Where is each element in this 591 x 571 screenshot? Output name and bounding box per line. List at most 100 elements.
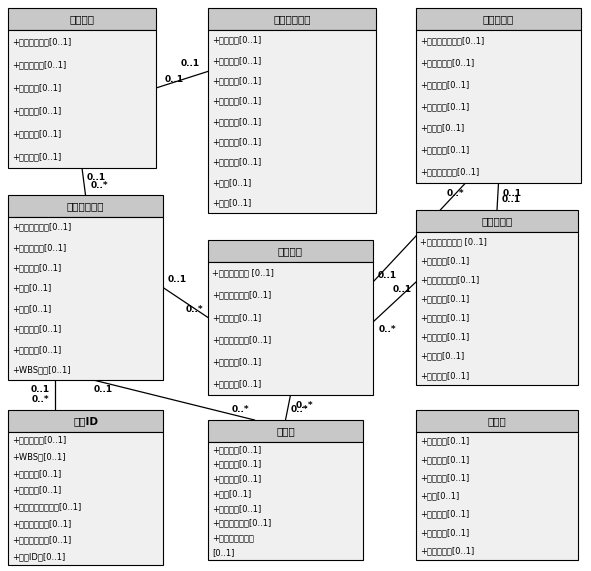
Bar: [208, 8, 376, 30]
Text: +数量[0..1]: +数量[0..1]: [12, 284, 51, 293]
Text: +采购订单行项目: +采购订单行项目: [212, 533, 254, 542]
Text: +移动类型[0..1]: +移动类型[0..1]: [212, 504, 261, 513]
Text: [0..1]: [0..1]: [212, 548, 235, 557]
Bar: [416, 210, 578, 232]
Text: 0..1: 0..1: [164, 75, 184, 85]
Text: +付款条件[0..1]: +付款条件[0..1]: [12, 152, 61, 161]
Text: +物料编码[0..1]: +物料编码[0..1]: [420, 80, 469, 89]
Text: 0..1: 0..1: [378, 271, 397, 280]
Text: 供应计划: 供应计划: [278, 246, 303, 256]
Bar: [416, 432, 578, 560]
Text: +发货数量[0..1]: +发货数量[0..1]: [420, 455, 469, 464]
Text: +买方信息[0..1]: +买方信息[0..1]: [212, 77, 261, 85]
Text: +实物ID号[0..1]: +实物ID号[0..1]: [12, 552, 65, 561]
Text: 采购订单项目: 采购订单项目: [67, 201, 104, 211]
Text: +物料编号[0..1]: +物料编号[0..1]: [420, 295, 469, 303]
Text: +计量单位[0..1]: +计量单位[0..1]: [212, 379, 261, 388]
Text: 采购订单: 采购订单: [70, 14, 95, 24]
Text: +库存地点[0..1]: +库存地点[0..1]: [420, 473, 469, 482]
Bar: [416, 8, 581, 30]
Text: 0..1: 0..1: [392, 286, 411, 295]
Text: +行项目编号[0..1]: +行项目编号[0..1]: [12, 243, 66, 252]
Text: +到货验收单编号[0..1]: +到货验收单编号[0..1]: [420, 37, 484, 46]
Bar: [208, 262, 373, 395]
Bar: [208, 240, 373, 262]
Text: +卖方信息[0..1]: +卖方信息[0..1]: [212, 56, 261, 65]
Text: +采购订单编号[0..1]: +采购订单编号[0..1]: [12, 223, 72, 232]
Text: 货物交接单: 货物交接单: [482, 216, 512, 226]
Text: +计量单位[0..1]: +计量单位[0..1]: [420, 313, 469, 323]
Bar: [416, 30, 581, 183]
Text: +预留编号[0..1]: +预留编号[0..1]: [420, 528, 469, 537]
Text: +供应计划编号 [0..1]: +供应计划编号 [0..1]: [212, 268, 274, 278]
Text: 0..1: 0..1: [501, 195, 521, 204]
Text: +单价[0..1]: +单价[0..1]: [12, 304, 51, 313]
Bar: [208, 442, 363, 560]
Text: +固定资产编码[0..1]: +固定资产编码[0..1]: [12, 519, 72, 528]
Bar: [416, 232, 578, 385]
Text: 0..*: 0..*: [90, 180, 108, 190]
Text: +数量[0..1]: +数量[0..1]: [212, 178, 251, 187]
Bar: [8, 195, 163, 217]
Text: +单位[0..1]: +单位[0..1]: [212, 198, 251, 207]
Text: +物料编号[0..1]: +物料编号[0..1]: [212, 313, 261, 322]
Text: +物料编码[0..1]: +物料编码[0..1]: [420, 437, 469, 445]
Text: +供应商编号[0..1]: +供应商编号[0..1]: [12, 60, 66, 69]
Bar: [8, 217, 163, 380]
Text: 0..*: 0..*: [185, 305, 203, 314]
Text: 0..*: 0..*: [232, 405, 249, 415]
Text: +WBS编号[0..1]: +WBS编号[0..1]: [12, 365, 70, 375]
Text: 0..1: 0..1: [86, 174, 106, 183]
Text: +供应计划编号[0..1]: +供应计划编号[0..1]: [420, 167, 479, 176]
Text: +项目定义号[0..1]: +项目定义号[0..1]: [12, 436, 66, 445]
Text: +交接人[0..1]: +交接人[0..1]: [420, 352, 465, 361]
Text: 采购合同信息: 采购合同信息: [273, 14, 311, 24]
Text: +WBS号[0..1]: +WBS号[0..1]: [12, 452, 66, 461]
Text: +订单金额[0..1]: +订单金额[0..1]: [12, 129, 61, 138]
Text: +交接数量[0..1]: +交接数量[0..1]: [420, 333, 469, 341]
Text: +物料编码[0..1]: +物料编码[0..1]: [212, 445, 261, 454]
Text: 0..1: 0..1: [94, 385, 113, 395]
Text: +工厂[0..1]: +工厂[0..1]: [420, 492, 459, 501]
Text: 0..1: 0..1: [503, 188, 522, 198]
Bar: [8, 8, 156, 30]
Text: +公司代码[0..1]: +公司代码[0..1]: [12, 106, 61, 115]
Text: +供应计划状态[0..1]: +供应计划状态[0..1]: [212, 291, 271, 300]
Text: +货物交接单编号 [0..1]: +货物交接单编号 [0..1]: [420, 237, 487, 246]
Text: +物料编码[0..1]: +物料编码[0..1]: [212, 158, 261, 167]
Text: +供应计划编号[0..1]: +供应计划编号[0..1]: [420, 275, 479, 284]
Text: 0..*: 0..*: [291, 405, 309, 415]
Text: +废旧物资编码[0..1]: +废旧物资编码[0..1]: [12, 536, 72, 545]
Text: +供应商编号[0..1]: +供应商编号[0..1]: [420, 58, 474, 67]
Text: +付款比例[0..1]: +付款比例[0..1]: [212, 138, 261, 146]
Text: 0..1: 0..1: [167, 275, 187, 284]
Text: +验收时间[0..1]: +验收时间[0..1]: [420, 146, 469, 155]
Text: 发货单: 发货单: [488, 416, 506, 426]
Text: +需求单位[0..1]: +需求单位[0..1]: [12, 345, 61, 354]
Bar: [8, 30, 156, 168]
Text: +设备编号[0..1]: +设备编号[0..1]: [12, 486, 61, 494]
Text: +交货日期[0..1]: +交货日期[0..1]: [212, 357, 261, 366]
Text: +库存地点[0..1]: +库存地点[0..1]: [212, 475, 261, 484]
Bar: [8, 432, 163, 565]
Text: +电力系统资源编号[0..1]: +电力系统资源编号[0..1]: [12, 502, 81, 511]
Text: 0..1: 0..1: [31, 385, 50, 395]
Text: 0..1: 0..1: [180, 59, 200, 68]
Text: +验收人[0..1]: +验收人[0..1]: [420, 124, 465, 133]
Text: 0..*: 0..*: [296, 400, 313, 409]
Bar: [416, 410, 578, 432]
Text: +采购组织[0..1]: +采购组织[0..1]: [12, 83, 61, 92]
Text: 到货验收单: 到货验收单: [483, 14, 514, 24]
Text: +预留行项目[0..1]: +预留行项目[0..1]: [420, 546, 474, 556]
Bar: [8, 410, 163, 432]
Text: +采购订单编号[0..1]: +采购订单编号[0..1]: [212, 518, 271, 528]
Text: +交接时间[0..1]: +交接时间[0..1]: [420, 371, 469, 380]
Text: +移动类型[0..1]: +移动类型[0..1]: [420, 510, 469, 519]
Bar: [208, 30, 376, 213]
Text: +物料编码[0..1]: +物料编码[0..1]: [12, 263, 61, 272]
Text: +工厂[0..1]: +工厂[0..1]: [212, 489, 251, 498]
Text: +验收数量[0..1]: +验收数量[0..1]: [420, 102, 469, 111]
Text: 0..*: 0..*: [447, 188, 465, 198]
Text: 0..*: 0..*: [32, 396, 49, 404]
Text: 实物ID: 实物ID: [73, 416, 98, 426]
